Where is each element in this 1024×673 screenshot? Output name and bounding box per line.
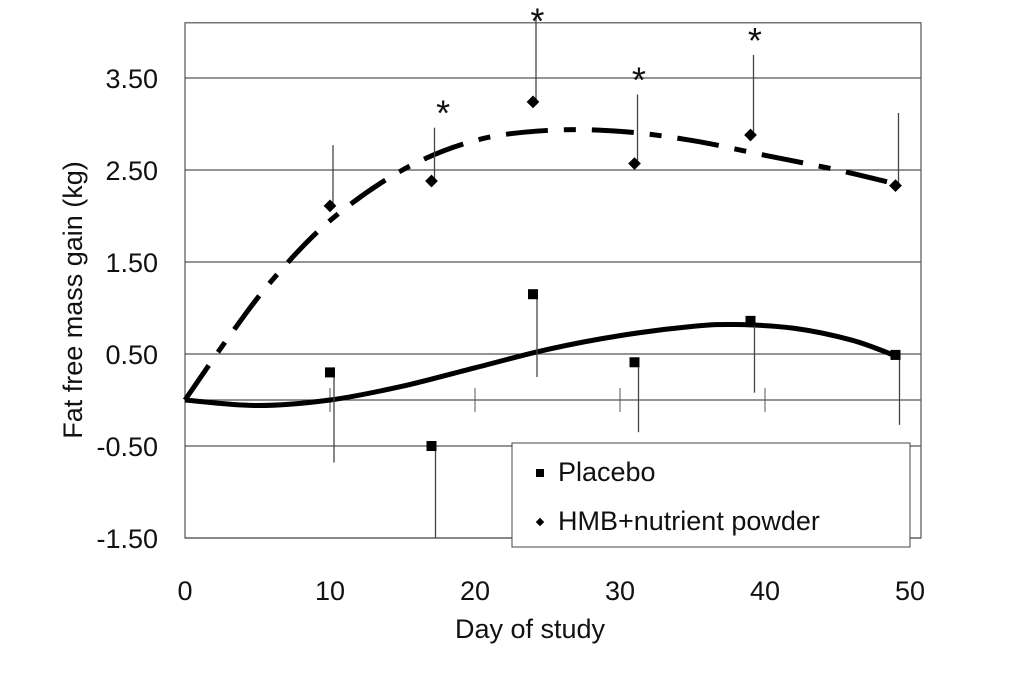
significance-asterisk: *	[748, 20, 762, 61]
legend: Placebo HMB+nutrient powder	[511, 442, 911, 548]
y-tick-label: 2.50	[105, 156, 158, 186]
y-tick-label: 1.50	[105, 248, 158, 278]
x-axis-label: Day of study	[455, 614, 606, 644]
placebo-point	[745, 315, 756, 326]
hmb-point	[323, 199, 337, 213]
y-axis-label: Fat free mass gain (kg)	[58, 161, 88, 439]
hmb-trendline	[182, 127, 897, 402]
x-tick-label: 50	[895, 576, 925, 606]
hmb-point	[526, 95, 540, 109]
placebo-point	[426, 441, 437, 451]
significance-asterisk: *	[436, 93, 450, 134]
hmb-point	[889, 179, 902, 193]
placebo-point	[528, 289, 538, 300]
significance-asterisk: *	[632, 60, 646, 101]
significance-asterisk: *	[530, 0, 544, 41]
legend-label-placebo: Placebo	[558, 457, 656, 487]
y-tick-label: -0.50	[96, 432, 158, 462]
legend-marker-hmb	[535, 517, 545, 527]
hmb-point	[425, 174, 438, 188]
placebo-point	[325, 367, 335, 378]
hmb-point	[744, 128, 757, 142]
x-tick-label: 20	[460, 576, 490, 606]
x-tick-label: 0	[177, 576, 192, 606]
y-tick-label: 3.50	[105, 64, 158, 94]
y-tick-label: 0.50	[105, 340, 158, 370]
legend-label-hmb: HMB+nutrient powder	[558, 506, 820, 536]
legend-marker-placebo	[536, 469, 544, 477]
x-tick-label: 10	[315, 576, 345, 606]
placebo-trendline	[184, 321, 897, 409]
placebo-point	[629, 357, 640, 368]
x-tick-label: 30	[605, 576, 635, 606]
y-tick-label: -1.50	[96, 524, 158, 554]
placebo-point	[890, 349, 901, 360]
hmb-point	[628, 157, 641, 170]
x-tick-label: 40	[750, 576, 780, 606]
